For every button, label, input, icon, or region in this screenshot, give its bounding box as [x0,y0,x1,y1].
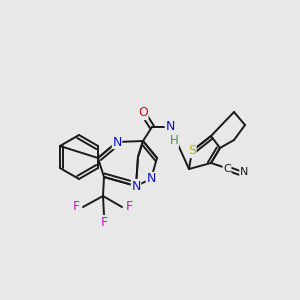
Text: H: H [169,134,178,148]
Text: F: F [72,200,80,214]
Text: F: F [100,215,108,229]
Text: O: O [138,106,148,119]
Text: N: N [240,167,248,177]
Text: N: N [112,136,122,148]
Text: S: S [188,145,196,158]
Text: N: N [165,121,175,134]
Text: F: F [125,200,133,214]
Text: N: N [146,172,156,185]
Text: C: C [223,164,231,174]
Text: N: N [131,179,141,193]
